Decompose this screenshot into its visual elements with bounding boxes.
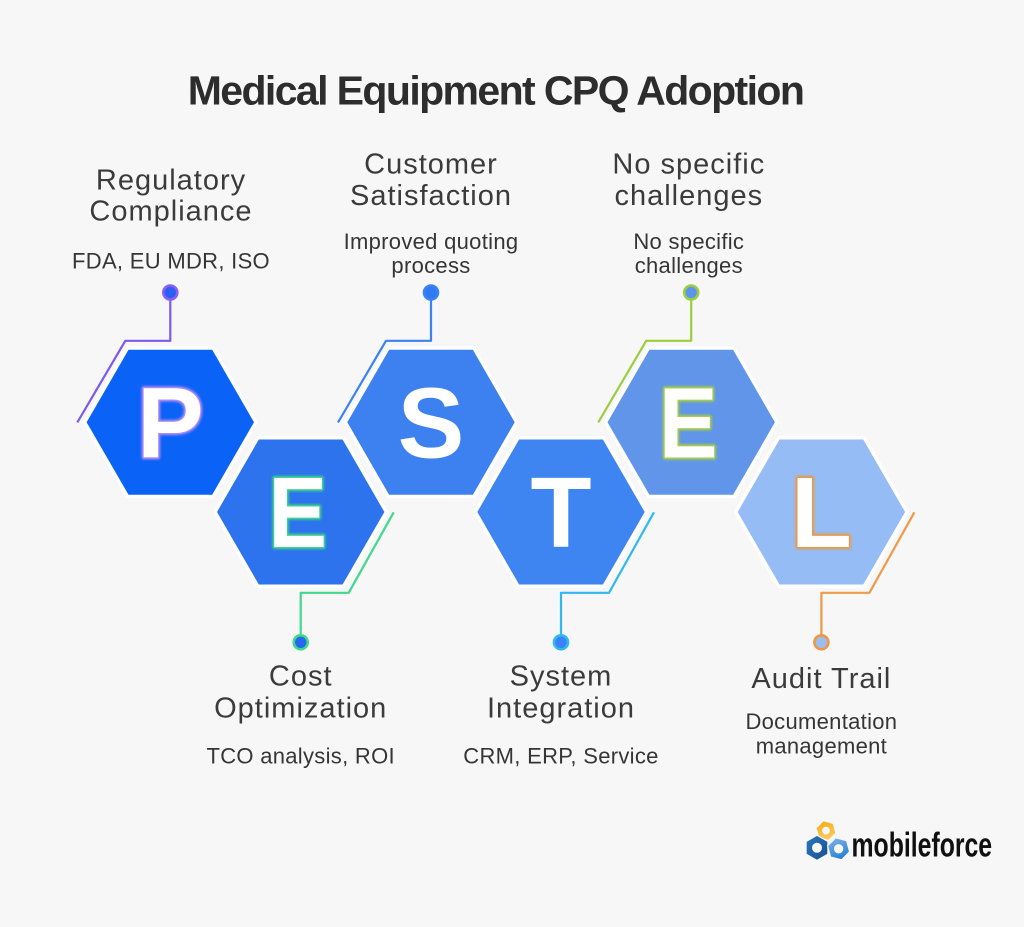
svg-text:Integration: Integration <box>487 692 635 724</box>
svg-text:P: P <box>137 367 204 479</box>
svg-text:challenges: challenges <box>635 253 743 278</box>
svg-text:E: E <box>268 457 327 568</box>
svg-text:CRM, ERP, Service: CRM, ERP, Service <box>463 743 658 768</box>
svg-text:TCO analysis, ROI: TCO analysis, ROI <box>206 743 394 768</box>
svg-text:Optimization: Optimization <box>214 692 387 724</box>
svg-text:Regulatory: Regulatory <box>96 165 246 197</box>
svg-text:management: management <box>756 734 887 759</box>
svg-text:Medical Equipment CPQ Adoption: Medical Equipment CPQ Adoption <box>188 68 804 114</box>
svg-text:Audit Trail: Audit Trail <box>751 663 891 695</box>
svg-text:L: L <box>791 457 852 569</box>
svg-text:E: E <box>659 367 718 478</box>
svg-text:Compliance: Compliance <box>89 196 252 228</box>
svg-text:Documentation: Documentation <box>745 709 897 734</box>
svg-text:E: E <box>268 457 327 568</box>
svg-text:process: process <box>391 253 470 278</box>
svg-text:Improved quoting: Improved quoting <box>344 229 519 254</box>
svg-text:Cost: Cost <box>269 661 333 693</box>
svg-text:E: E <box>659 367 718 478</box>
svg-text:Customer: Customer <box>364 149 498 181</box>
svg-text:No specific: No specific <box>633 229 744 254</box>
svg-text:L: L <box>791 457 852 569</box>
svg-text:P: P <box>137 367 204 479</box>
svg-text:No specific: No specific <box>612 149 765 181</box>
svg-text:System: System <box>510 661 613 693</box>
svg-text:Satisfaction: Satisfaction <box>350 180 512 212</box>
svg-text:FDA, EU MDR, ISO: FDA, EU MDR, ISO <box>72 248 270 273</box>
svg-text:S: S <box>398 367 465 479</box>
svg-text:mobileforce: mobileforce <box>852 827 993 865</box>
svg-text:T: T <box>530 457 591 569</box>
svg-text:challenges: challenges <box>614 180 763 212</box>
